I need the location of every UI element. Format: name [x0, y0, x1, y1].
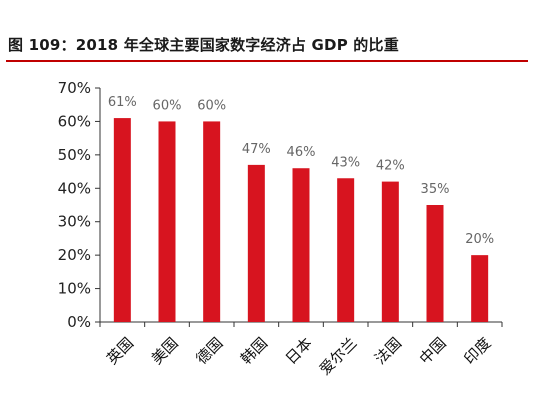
bar — [381, 181, 399, 322]
y-tick-label: 60% — [58, 112, 91, 130]
y-tick-label: 30% — [58, 213, 91, 231]
x-tick-label: 英国 — [103, 334, 137, 368]
x-tick-label: 德国 — [192, 334, 226, 368]
figure-title: 图 109：2018 年全球主要国家数字经济占 GDP 的比重 — [8, 36, 399, 54]
data-label: 46% — [287, 145, 316, 160]
bar — [113, 118, 131, 322]
data-label: 60% — [197, 98, 226, 113]
y-tick-label: 0% — [67, 313, 91, 331]
x-tick-label: 印度 — [460, 334, 494, 368]
bar — [292, 168, 310, 322]
x-tick-label: 法国 — [371, 334, 405, 368]
x-tick-label: 美国 — [148, 334, 182, 368]
data-label: 43% — [331, 155, 360, 170]
data-label: 60% — [153, 98, 182, 113]
y-tick-label: 70% — [58, 79, 91, 97]
bar — [247, 164, 265, 322]
title-underline — [6, 60, 528, 62]
bar — [426, 205, 444, 322]
bar — [337, 178, 355, 322]
data-label: 47% — [242, 142, 271, 157]
x-tick-label: 爱尔兰 — [316, 334, 361, 379]
y-tick-label: 50% — [58, 146, 91, 164]
data-label: 35% — [421, 182, 450, 197]
y-tick-label: 20% — [58, 246, 91, 264]
bar — [471, 255, 489, 322]
x-tick-label: 日本 — [282, 334, 316, 368]
data-label: 20% — [465, 232, 494, 247]
x-tick-label: 韩国 — [237, 334, 271, 368]
data-label: 42% — [376, 159, 405, 174]
bar — [158, 121, 176, 322]
x-tick-label: 中国 — [416, 334, 450, 368]
y-tick-label: 10% — [58, 280, 91, 298]
data-label: 61% — [108, 95, 137, 110]
bar — [203, 121, 221, 322]
y-tick-label: 40% — [58, 179, 91, 197]
